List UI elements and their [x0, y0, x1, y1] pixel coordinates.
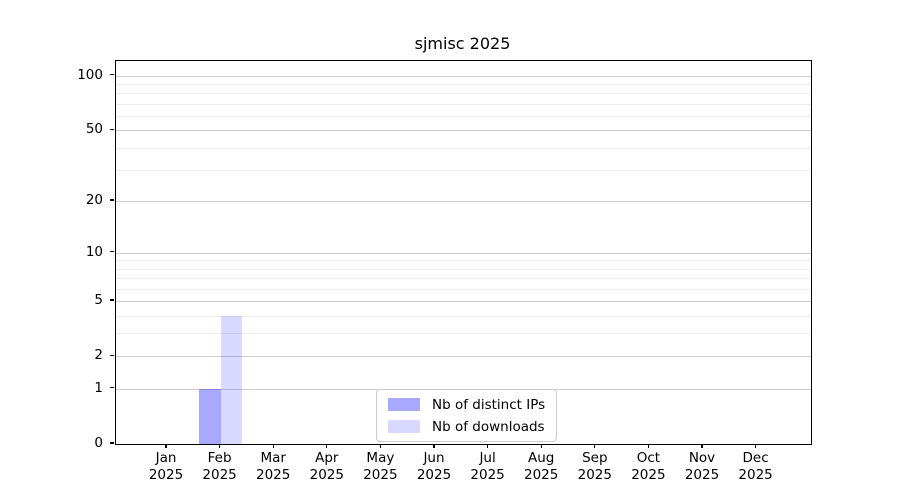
- y-tick: [110, 387, 114, 389]
- gridline-minor: [116, 169, 811, 171]
- gridline-minor: [116, 147, 811, 149]
- y-tick-label: 5: [94, 292, 103, 309]
- x-tick-year: 2025: [684, 466, 720, 483]
- legend-label: Nb of downloads: [432, 418, 545, 435]
- legend-label: Nb of distinct IPs: [432, 396, 546, 413]
- x-tick: [647, 444, 649, 448]
- x-tick-label: May 2025: [340, 450, 420, 483]
- x-tick-month: Mar: [260, 450, 286, 466]
- x-tick-label: Nov 2025: [662, 450, 742, 483]
- legend: Nb of distinct IPs Nb of downloads: [376, 389, 558, 442]
- x-tick: [379, 444, 381, 448]
- y-tick: [110, 199, 114, 201]
- x-tick-month: Sep: [582, 450, 608, 466]
- bar-nb-of-distinct-ips: [199, 388, 221, 444]
- bar-nb-of-downloads: [220, 315, 243, 444]
- gridline-minor: [116, 268, 811, 270]
- y-tick: [110, 74, 114, 76]
- y-tick: [110, 299, 114, 301]
- y-tick: [110, 354, 114, 356]
- x-tick: [755, 444, 757, 448]
- x-tick-year: 2025: [416, 466, 452, 483]
- x-tick-label: Jul 2025: [448, 450, 528, 483]
- x-tick-label: Aug 2025: [501, 450, 581, 483]
- gridline-major: [116, 301, 811, 303]
- x-tick: [594, 444, 596, 448]
- legend-swatch: [388, 420, 420, 433]
- chart-title: sjmisc 2025: [414, 34, 511, 53]
- x-tick-year: 2025: [631, 466, 666, 483]
- legend-swatch: [388, 398, 420, 411]
- gridline-major: [116, 75, 811, 77]
- gridline-major: [116, 356, 811, 358]
- gridline-minor: [116, 288, 811, 290]
- x-tick-year: 2025: [577, 466, 612, 483]
- y-tick-label: 100: [77, 66, 103, 83]
- y-tick-label: 2: [94, 347, 103, 364]
- y-tick: [110, 442, 114, 444]
- gridline-minor: [116, 93, 811, 95]
- x-tick-month: Aug: [528, 450, 555, 466]
- y-tick-label: 20: [85, 192, 103, 209]
- gridline-minor: [116, 115, 811, 117]
- x-tick-label: Sep 2025: [555, 450, 635, 483]
- legend-row: Nb of distinct IPs: [388, 396, 545, 413]
- x-tick: [433, 444, 435, 448]
- x-tick-month: Jul: [479, 450, 496, 466]
- x-tick-label: Oct 2025: [608, 450, 688, 483]
- gridline-major: [116, 130, 811, 132]
- x-tick: [701, 444, 703, 448]
- legend-row: Nb of downloads: [388, 418, 545, 435]
- gridline-minor: [116, 315, 811, 317]
- x-tick-year: 2025: [148, 466, 184, 483]
- y-tick: [110, 128, 114, 130]
- x-tick-year: 2025: [524, 466, 559, 483]
- x-tick-month: Apr: [315, 450, 339, 466]
- x-tick-label: Dec 2025: [716, 450, 796, 483]
- x-tick-year: 2025: [309, 466, 344, 483]
- x-tick-month: May: [366, 450, 395, 466]
- x-tick-year: 2025: [363, 466, 398, 483]
- gridline-minor: [116, 84, 811, 86]
- gridline-major: [116, 252, 811, 254]
- x-tick-label: Apr 2025: [287, 450, 367, 483]
- x-tick-month: Feb: [207, 450, 232, 466]
- x-tick: [540, 444, 542, 448]
- y-tick: [110, 251, 114, 253]
- x-tick-year: 2025: [470, 466, 505, 483]
- gridline-minor: [116, 278, 811, 280]
- gridline-minor: [116, 333, 811, 335]
- x-tick-label: Mar 2025: [233, 450, 313, 483]
- x-tick-month: Jan: [155, 450, 177, 466]
- x-tick-month: Dec: [742, 450, 769, 466]
- y-tick-label: 1: [94, 379, 103, 396]
- gridline-minor: [116, 260, 811, 262]
- x-tick-month: Jun: [423, 450, 445, 466]
- x-tick: [326, 444, 328, 448]
- y-tick-label: 50: [85, 121, 103, 138]
- x-tick-month: Oct: [636, 450, 661, 466]
- y-tick-label: 10: [85, 243, 103, 260]
- x-tick-label: Jan 2025: [126, 450, 206, 483]
- x-tick: [165, 444, 167, 448]
- x-tick: [272, 444, 274, 448]
- x-tick-label: Jun 2025: [394, 450, 474, 483]
- y-tick-label: 0: [94, 435, 103, 451]
- x-tick: [487, 444, 489, 448]
- x-tick-label: Feb 2025: [180, 450, 260, 483]
- x-tick-month: Nov: [688, 450, 716, 466]
- x-tick: [219, 444, 221, 448]
- x-tick-year: 2025: [256, 466, 291, 483]
- gridline-major: [116, 201, 811, 203]
- x-tick-year: 2025: [202, 466, 237, 483]
- x-tick-year: 2025: [738, 466, 773, 483]
- plot-area: [115, 60, 812, 445]
- gridline-minor: [116, 103, 811, 105]
